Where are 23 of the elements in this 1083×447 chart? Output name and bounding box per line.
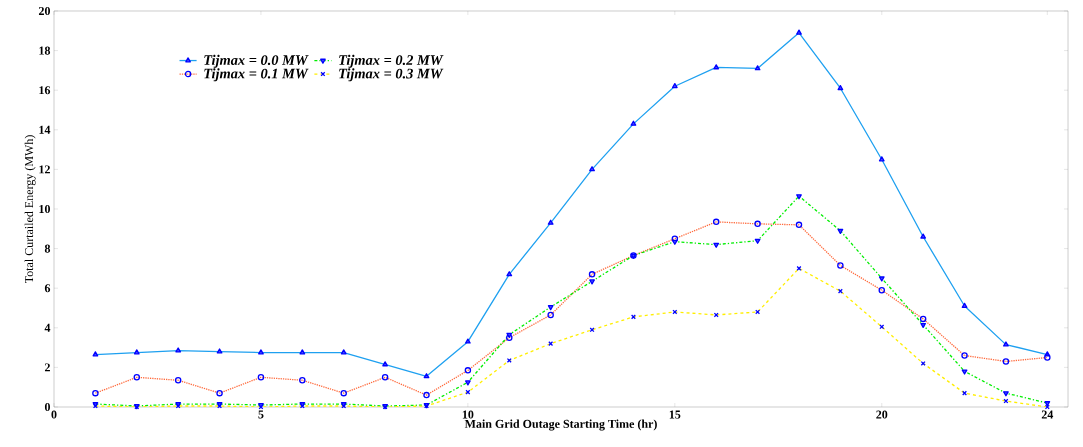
y-tick-label: 0 xyxy=(44,402,51,412)
x-tick-label: 15 xyxy=(669,410,681,419)
y-tick-label: 2 xyxy=(44,363,50,372)
x-tick-label: 5 xyxy=(258,410,264,419)
x-tick-label: 20 xyxy=(876,410,888,419)
legend-label: Tijmax = 0.0 MW xyxy=(204,54,309,68)
y-tick-label: 4 xyxy=(44,323,51,332)
x-tick-label: 10 xyxy=(462,410,474,419)
y-tick-label: 16 xyxy=(39,86,51,95)
legend-label: Tijmax = 0.1 MW xyxy=(204,68,309,82)
x-tick-label: 24 xyxy=(1041,410,1054,419)
y-tick-label: 18 xyxy=(39,46,51,55)
y-tick-label: 8 xyxy=(44,244,51,253)
y-tick-label: 14 xyxy=(39,125,51,134)
y-tick-label: 20 xyxy=(38,6,50,16)
legend-label: Tijmax = 0.2 MW xyxy=(339,54,444,68)
y-tick-label: 6 xyxy=(44,284,51,293)
y-tick-label: 12 xyxy=(39,165,50,174)
x-tick-label: 0 xyxy=(51,410,57,419)
y-tick-label: 10 xyxy=(39,204,50,214)
legend-label: Tijmax = 0.3 MW xyxy=(339,68,444,82)
y-axis-title: Total Curtailed Energy (MWh) xyxy=(24,135,36,284)
x-axis-title: Main Grid Outage Starting Time (hr) xyxy=(464,419,657,431)
